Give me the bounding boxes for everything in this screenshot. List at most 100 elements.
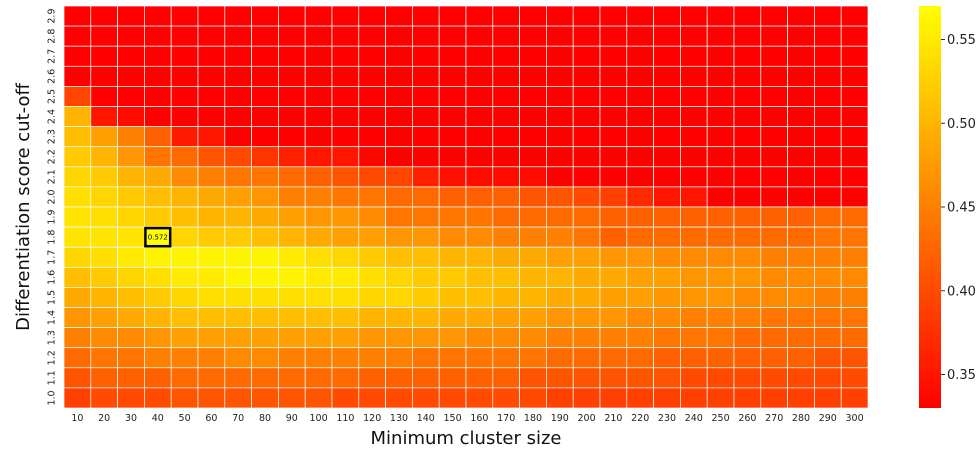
heatmap-cell	[90, 86, 118, 107]
heatmap-cell	[144, 65, 172, 87]
heatmap-cell	[572, 5, 601, 27]
heatmap-cell	[412, 45, 440, 67]
heatmap-cell	[680, 347, 708, 369]
heatmap-cell	[412, 166, 440, 188]
heatmap-cell	[599, 307, 628, 328]
heatmap-cell	[358, 367, 386, 389]
heatmap-cell	[599, 5, 628, 27]
heatmap-cell	[385, 327, 413, 349]
x-tick-label: 130	[390, 413, 408, 424]
heatmap-cell	[170, 126, 199, 148]
heatmap-cell	[572, 307, 601, 328]
heatmap-cell	[144, 5, 172, 27]
x-tick-label: 70	[232, 413, 244, 424]
heatmap-cell	[787, 45, 815, 67]
heatmap-cell	[170, 246, 199, 268]
heatmap-cell	[787, 106, 815, 127]
heatmap-cell	[412, 266, 440, 288]
heatmap-cell	[117, 307, 145, 328]
heatmap-cell	[706, 327, 735, 349]
heatmap-cell	[144, 246, 172, 268]
heatmap-cell	[519, 266, 547, 288]
heatmap-cell	[653, 65, 681, 87]
heatmap-cell	[599, 186, 628, 208]
heatmap-cell	[63, 367, 92, 389]
heatmap-cell	[144, 287, 172, 308]
heatmap-cell	[814, 65, 842, 87]
heatmap-cell	[680, 367, 708, 389]
heatmap-cell	[840, 246, 869, 268]
heatmap-cell	[465, 327, 494, 349]
heatmap-cell	[278, 327, 306, 349]
heatmap-cell	[117, 106, 145, 127]
heatmap-cell	[599, 246, 628, 268]
y-tick-label: 2.5	[47, 89, 58, 104]
heatmap-cell	[733, 226, 762, 248]
heatmap-cell	[680, 387, 708, 409]
heatmap-cell	[840, 25, 869, 47]
heatmap-cell	[251, 5, 279, 27]
heatmap-cell	[412, 246, 440, 268]
heatmap-cell	[385, 307, 413, 328]
heatmap-cell	[385, 45, 413, 67]
heatmap-cell	[519, 206, 547, 228]
heatmap-cell	[331, 327, 360, 349]
heatmap-cell	[599, 347, 628, 369]
heatmap-cell	[278, 246, 306, 268]
heatmap-cell	[519, 126, 547, 148]
heatmap-cell	[733, 126, 762, 148]
heatmap-cell	[706, 25, 735, 47]
heatmap-cell	[572, 367, 601, 389]
heatmap-cell	[653, 287, 681, 308]
heatmap-cell	[224, 387, 252, 409]
heatmap-cell	[331, 246, 360, 268]
heatmap-cell	[90, 367, 118, 389]
heatmap-cell	[304, 25, 333, 47]
heatmap-cell	[278, 25, 306, 47]
heatmap-cell	[385, 347, 413, 369]
heatmap-cell	[492, 186, 520, 208]
x-tick-label: 290	[819, 413, 837, 424]
heatmap-cell	[197, 106, 226, 127]
heatmap-cell	[787, 307, 815, 328]
heatmap-cell	[385, 206, 413, 228]
heatmap-cell	[90, 106, 118, 127]
heatmap-cell	[144, 86, 172, 107]
heatmap-cell	[492, 45, 520, 67]
heatmap-cell	[278, 86, 306, 107]
heatmap-cell	[653, 25, 681, 47]
heatmap-cell	[546, 367, 574, 389]
y-tick-label: 2.6	[47, 69, 58, 84]
heatmap-cell	[680, 307, 708, 328]
heatmap-cell	[412, 5, 440, 27]
y-tick-label: 1.3	[47, 330, 58, 345]
x-tick-label: 190	[551, 413, 569, 424]
heatmap-cell	[358, 146, 386, 168]
heatmap-cell	[63, 65, 92, 87]
heatmap-cell	[385, 246, 413, 268]
heatmap-cell	[733, 106, 762, 127]
heatmap-cell	[492, 287, 520, 308]
colorbar-tick-label: 0.50	[947, 117, 976, 132]
heatmap-cell	[438, 186, 467, 208]
heatmap-cell	[492, 347, 520, 369]
heatmap-cell	[224, 186, 252, 208]
heatmap-cell	[519, 146, 547, 168]
heatmap-cell	[519, 226, 547, 248]
heatmap-cell	[412, 327, 440, 349]
heatmap-cell	[438, 146, 467, 168]
heatmap-cell	[626, 246, 654, 268]
heatmap-cell	[412, 65, 440, 87]
heatmap-cell	[572, 266, 601, 288]
heatmap-cell	[733, 5, 762, 27]
heatmap-cell	[760, 246, 788, 268]
heatmap-cell	[814, 206, 842, 228]
heatmap-cell	[304, 86, 333, 107]
y-tick-label: 2.1	[47, 169, 58, 184]
heatmap-cell	[546, 86, 574, 107]
heatmap-cell	[90, 45, 118, 67]
heatmap-cell	[304, 367, 333, 389]
heatmap-cell	[787, 367, 815, 389]
heatmap-cell	[840, 347, 869, 369]
heatmap-cell	[63, 266, 92, 288]
